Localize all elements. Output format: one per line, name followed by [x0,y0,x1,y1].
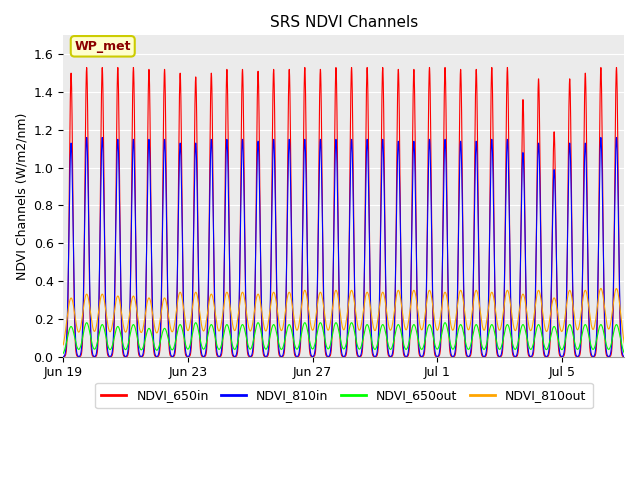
Text: WP_met: WP_met [74,40,131,53]
Legend: NDVI_650in, NDVI_810in, NDVI_650out, NDVI_810out: NDVI_650in, NDVI_810in, NDVI_650out, NDV… [95,383,593,408]
Y-axis label: NDVI Channels (W/m2/nm): NDVI Channels (W/m2/nm) [15,112,28,280]
Title: SRS NDVI Channels: SRS NDVI Channels [269,15,418,30]
